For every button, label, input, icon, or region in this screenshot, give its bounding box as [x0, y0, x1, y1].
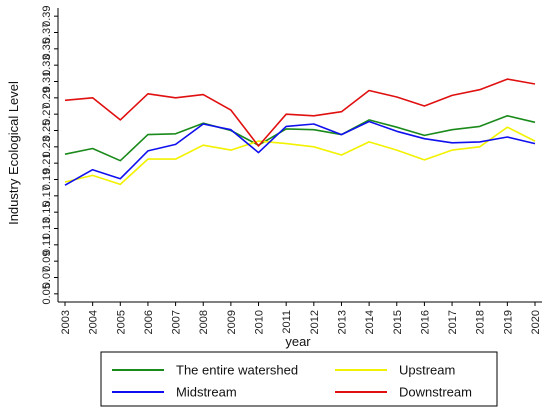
y-tick-label: 0.11 [41, 235, 53, 256]
y-tick-label: 0.09 [41, 250, 53, 271]
y-tick-label: 0.27 [41, 103, 53, 124]
y-axis-title: Industry Ecological Level [6, 81, 21, 225]
y-tick-label: 0.29 [41, 87, 53, 108]
y-tick-label: 0.21 [41, 152, 53, 173]
x-tick-label: 2019 [502, 310, 514, 334]
x-tick-label: 2006 [143, 310, 155, 334]
x-tick-label: 2014 [364, 310, 376, 334]
legend-label-3: Downstream [399, 385, 472, 400]
y-tick-label: 0.39 [41, 5, 53, 26]
x-tick-label: 2008 [198, 310, 210, 334]
x-tick-label: 2009 [226, 310, 238, 334]
series-line-1 [64, 126, 536, 186]
x-tick-label: 2005 [115, 310, 127, 334]
legend-label-1: Upstream [399, 363, 455, 378]
y-tick-label: 0.07 [41, 267, 53, 288]
x-tick-label: 2010 [254, 310, 266, 334]
x-tick-label: 2013 [336, 310, 348, 334]
y-tick-label: 0.17 [41, 185, 53, 206]
legend-label-2: Midstream [176, 385, 237, 400]
legend-box [100, 351, 498, 407]
y-tick-label: 0.13 [41, 218, 53, 239]
y-tick-label: 0.19 [41, 169, 53, 190]
x-tick-label: 2020 [530, 310, 542, 334]
y-tick-label: 0.35 [41, 38, 53, 59]
y-tick-label: 0.15 [41, 201, 53, 222]
x-axis-title: year [285, 334, 311, 349]
series-lines [64, 78, 536, 186]
series-line-2 [64, 120, 536, 186]
series-line-0 [64, 115, 536, 162]
legend: The entire watershed Upstream Midstream Dow… [100, 351, 498, 407]
y-tick-label: 0.05 [41, 283, 53, 304]
y-tick-label: 0.25 [41, 120, 53, 141]
x-tick-label: 2016 [419, 310, 431, 334]
x-tick-label: 2007 [171, 310, 183, 334]
x-tick-label: 2004 [88, 310, 100, 334]
series-line-3 [64, 78, 536, 147]
y-tick-label: 0.31 [41, 71, 53, 92]
y-tick-label: 0.23 [41, 136, 53, 157]
axes: 0.050.070.090.110.130.150.170.190.210.23… [41, 5, 542, 334]
x-tick-label: 2012 [309, 310, 321, 334]
x-tick-label: 2011 [281, 310, 293, 334]
x-tick-label: 2017 [447, 310, 459, 334]
x-tick-label: 2003 [60, 310, 72, 334]
y-tick-label: 0.33 [41, 54, 53, 75]
legend-label-0: The entire watershed [176, 363, 298, 378]
y-tick-label: 0.37 [41, 22, 53, 43]
x-tick-label: 2015 [392, 310, 404, 334]
x-tick-label: 2018 [475, 310, 487, 334]
